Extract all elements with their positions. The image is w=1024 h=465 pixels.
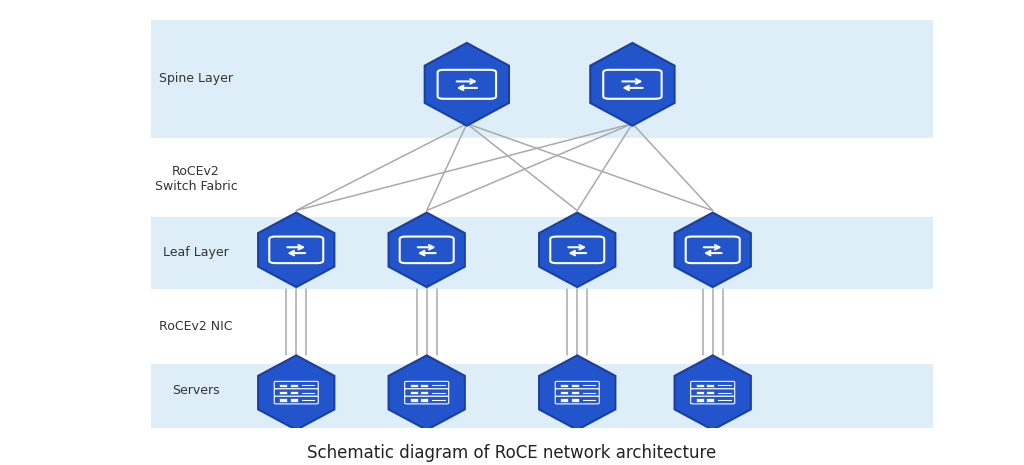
Polygon shape (539, 213, 615, 287)
FancyBboxPatch shape (404, 389, 449, 397)
FancyBboxPatch shape (151, 217, 934, 289)
FancyBboxPatch shape (686, 237, 739, 263)
Polygon shape (388, 355, 465, 430)
FancyBboxPatch shape (560, 384, 568, 387)
FancyBboxPatch shape (290, 384, 298, 387)
FancyBboxPatch shape (696, 391, 703, 394)
FancyBboxPatch shape (696, 399, 703, 402)
FancyBboxPatch shape (269, 237, 324, 263)
FancyBboxPatch shape (290, 391, 298, 394)
FancyBboxPatch shape (410, 384, 418, 387)
FancyBboxPatch shape (420, 384, 428, 387)
Polygon shape (258, 355, 335, 430)
FancyBboxPatch shape (555, 381, 599, 389)
FancyBboxPatch shape (280, 391, 288, 394)
FancyBboxPatch shape (570, 384, 579, 387)
Text: Servers: Servers (172, 384, 220, 397)
FancyBboxPatch shape (420, 391, 428, 394)
FancyBboxPatch shape (410, 399, 418, 402)
FancyBboxPatch shape (274, 389, 318, 397)
FancyBboxPatch shape (560, 399, 568, 402)
FancyBboxPatch shape (555, 396, 599, 404)
FancyBboxPatch shape (404, 381, 449, 389)
FancyBboxPatch shape (603, 70, 662, 99)
Text: RoCEv2 NIC: RoCEv2 NIC (159, 320, 232, 333)
Text: Spine Layer: Spine Layer (159, 73, 232, 86)
FancyBboxPatch shape (707, 399, 714, 402)
Polygon shape (590, 43, 675, 126)
FancyBboxPatch shape (290, 399, 298, 402)
FancyBboxPatch shape (707, 391, 714, 394)
FancyBboxPatch shape (437, 70, 496, 99)
Polygon shape (675, 355, 751, 430)
Polygon shape (675, 213, 751, 287)
Text: Leaf Layer: Leaf Layer (163, 246, 228, 259)
Polygon shape (539, 355, 615, 430)
FancyBboxPatch shape (550, 237, 604, 263)
FancyBboxPatch shape (696, 384, 703, 387)
FancyBboxPatch shape (560, 391, 568, 394)
FancyBboxPatch shape (280, 399, 288, 402)
FancyBboxPatch shape (151, 364, 934, 438)
FancyBboxPatch shape (690, 389, 735, 397)
FancyBboxPatch shape (570, 391, 579, 394)
Text: RoCEv2
Switch Fabric: RoCEv2 Switch Fabric (155, 166, 238, 193)
FancyBboxPatch shape (404, 396, 449, 404)
FancyBboxPatch shape (690, 396, 735, 404)
FancyBboxPatch shape (399, 237, 454, 263)
Text: Schematic diagram of RoCE network architecture: Schematic diagram of RoCE network archit… (307, 445, 717, 462)
FancyBboxPatch shape (274, 396, 318, 404)
Polygon shape (425, 43, 509, 126)
Polygon shape (388, 213, 465, 287)
FancyBboxPatch shape (280, 384, 288, 387)
FancyBboxPatch shape (690, 381, 735, 389)
Polygon shape (258, 213, 335, 287)
FancyBboxPatch shape (151, 20, 934, 138)
FancyBboxPatch shape (410, 391, 418, 394)
FancyBboxPatch shape (555, 389, 599, 397)
FancyBboxPatch shape (570, 399, 579, 402)
FancyBboxPatch shape (274, 381, 318, 389)
FancyBboxPatch shape (420, 399, 428, 402)
FancyBboxPatch shape (707, 384, 714, 387)
